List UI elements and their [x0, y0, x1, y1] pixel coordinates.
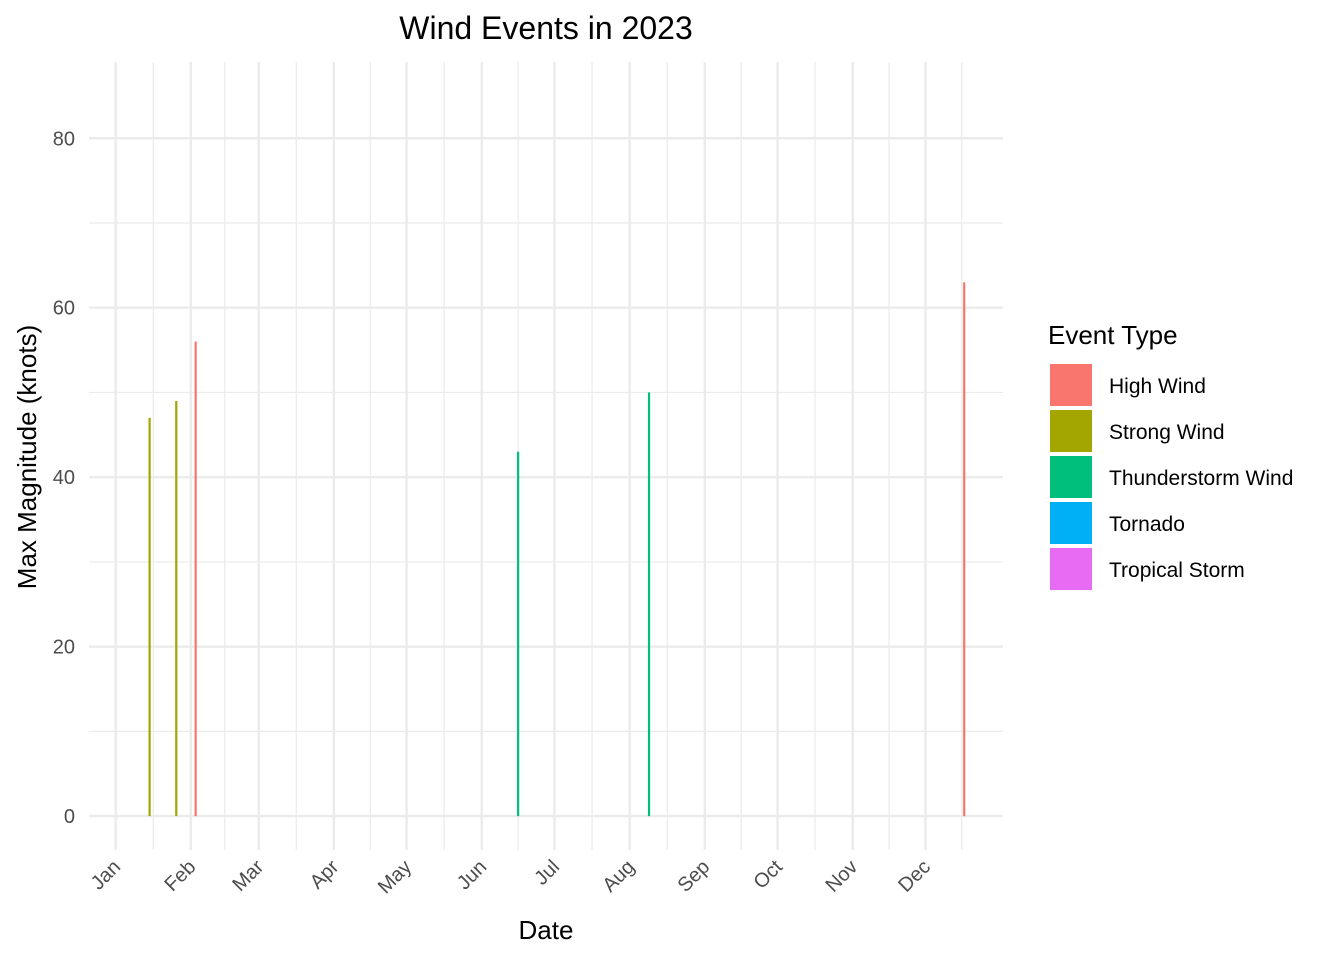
chart-title: Wind Events in 2023 — [399, 10, 693, 46]
legend-label: Tornado — [1109, 513, 1185, 536]
bar-marks — [148, 282, 966, 817]
legend-items: High Wind Strong Wind Thunderstorm Wind Tor… — [1050, 364, 1293, 590]
x-tick-label: Dec — [894, 856, 935, 897]
legend-swatch — [1050, 548, 1092, 590]
legend-swatch — [1050, 502, 1092, 544]
bar — [148, 417, 151, 817]
legend: Event Type High Wind Strong Wind Thunderst… — [1048, 320, 1293, 590]
x-tick-label: Aug — [598, 856, 639, 897]
x-tick-label: Feb — [160, 856, 200, 896]
x-tick-label: Oct — [750, 856, 788, 894]
x-axis-title: Date — [519, 915, 574, 945]
major-y-gridlines — [89, 137, 1003, 818]
legend-label: Strong Wind — [1109, 421, 1225, 444]
legend-swatch — [1050, 410, 1092, 452]
x-tick-label: Nov — [822, 856, 863, 897]
bar — [175, 400, 178, 817]
legend-label: High Wind — [1109, 375, 1206, 398]
x-tick-label: May — [374, 856, 416, 898]
y-tick-labels: 0 20 40 60 80 — [53, 128, 75, 828]
major-x-gridlines — [114, 62, 927, 850]
y-tick-label: 80 — [53, 128, 75, 150]
legend-swatch — [1050, 364, 1092, 406]
x-tick-label: Sep — [674, 856, 715, 897]
x-tick-label: Mar — [228, 856, 268, 896]
x-tick-label: Jul — [530, 856, 564, 890]
y-tick-label: 20 — [53, 637, 75, 659]
y-tick-label: 40 — [53, 467, 75, 489]
x-tick-label: Jun — [453, 856, 491, 894]
legend-title: Event Type — [1048, 320, 1178, 350]
x-tick-label: Apr — [306, 856, 344, 894]
bar — [963, 282, 966, 817]
x-tick-label: Jan — [87, 856, 125, 894]
y-tick-label: 60 — [53, 298, 75, 320]
legend-label: Thunderstorm Wind — [1109, 467, 1293, 490]
bar — [517, 451, 520, 817]
bar — [194, 341, 197, 817]
legend-label: Tropical Storm — [1109, 559, 1245, 582]
x-tick-labels: Jan Feb Mar Apr May Jun Jul Aug Sep Oct Nov Dec — [87, 856, 935, 899]
legend-swatch — [1050, 456, 1092, 498]
bar — [647, 392, 651, 817]
minor-x-gridlines — [152, 62, 963, 850]
y-axis-title: Max Magnitude (knots) — [12, 325, 42, 589]
y-tick-label: 0 — [64, 806, 75, 828]
minor-y-gridlines — [89, 222, 1003, 732]
